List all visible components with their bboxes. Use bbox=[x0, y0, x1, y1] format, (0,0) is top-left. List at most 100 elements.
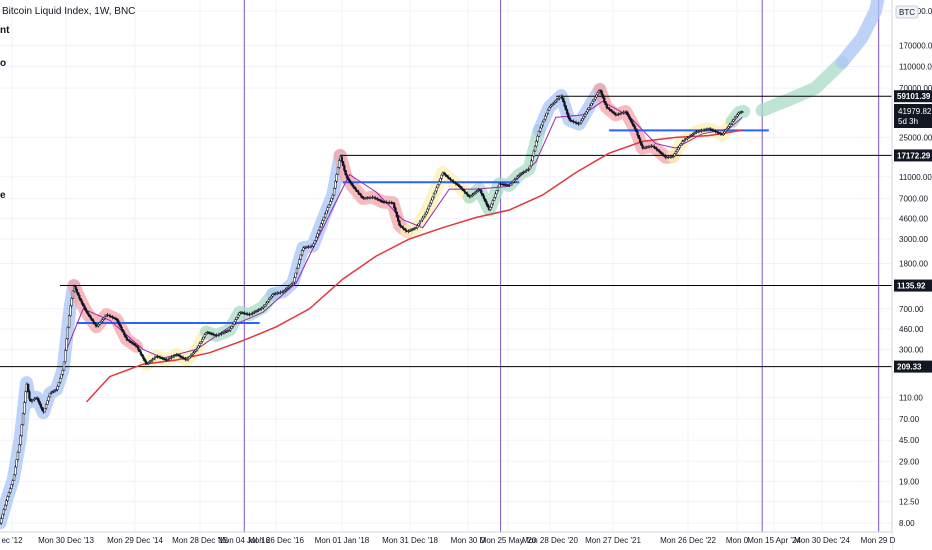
price-tick-1: 170000.00 bbox=[899, 42, 932, 51]
candle-body bbox=[347, 177, 350, 180]
candle-body bbox=[636, 131, 639, 136]
candle-body bbox=[138, 349, 141, 353]
candle-body bbox=[679, 143, 683, 146]
candle-body bbox=[535, 140, 538, 147]
level-tag-1 bbox=[894, 149, 932, 162]
candle-body bbox=[74, 286, 77, 290]
candle-body bbox=[558, 96, 561, 99]
candle-body bbox=[2, 509, 5, 515]
candle-body bbox=[565, 109, 569, 114]
candle-body bbox=[430, 199, 433, 204]
price-tick-12: 300.00 bbox=[899, 345, 924, 354]
candle-body bbox=[266, 301, 269, 304]
candle-body bbox=[124, 334, 127, 338]
candle-body bbox=[603, 97, 606, 102]
candle-body bbox=[638, 138, 642, 143]
candle-body bbox=[202, 336, 205, 340]
candle-body bbox=[313, 240, 317, 245]
candle-body bbox=[125, 337, 128, 340]
candle-body bbox=[262, 306, 265, 308]
candle-body bbox=[513, 179, 516, 182]
candle-body bbox=[28, 391, 31, 400]
candle-body bbox=[343, 165, 346, 171]
date-tick-0: ec '12 bbox=[1, 536, 23, 545]
candle-body bbox=[736, 114, 739, 117]
candle-body bbox=[197, 345, 200, 349]
candle-body bbox=[434, 190, 437, 195]
candle-body bbox=[325, 210, 328, 215]
candle-body bbox=[44, 404, 48, 409]
candle-body bbox=[482, 195, 486, 200]
candle-body bbox=[56, 385, 59, 390]
time-axis[interactable]: ec '12 Mon 30 Dec '13 Mon 29 Dec '14 Mon 28… bbox=[1, 536, 895, 545]
date-tick-14: Mon 15 Apr '24 bbox=[747, 536, 801, 545]
candle-body bbox=[89, 316, 93, 319]
candle-body bbox=[733, 117, 736, 120]
candle-body bbox=[316, 233, 319, 238]
candle-body bbox=[605, 104, 608, 108]
candle-body bbox=[236, 314, 240, 318]
candle-body bbox=[38, 401, 41, 405]
candle-body bbox=[60, 374, 63, 379]
candle-body bbox=[94, 323, 98, 327]
candle-body bbox=[229, 328, 232, 331]
candle-body bbox=[233, 321, 236, 325]
candle-body bbox=[335, 174, 338, 182]
candle-body bbox=[395, 212, 398, 217]
candle-body bbox=[583, 113, 587, 117]
candle-body bbox=[524, 170, 528, 172]
date-tick-4: Mon 04 Jul '16 bbox=[218, 536, 270, 545]
candle-body bbox=[151, 359, 154, 361]
price-tick-3: 70000.00 bbox=[899, 84, 932, 93]
price-axis[interactable]: 350000.00170000.00110000.0070000.0025000… bbox=[899, 7, 932, 528]
candle-body bbox=[394, 207, 397, 213]
candle-body bbox=[732, 119, 735, 122]
date-tick-9: Mon 25 May '20 bbox=[480, 536, 537, 545]
date-tick-15: Mon 30 Dec '24 bbox=[794, 536, 850, 545]
projection-blue bbox=[835, 0, 885, 69]
level-labels: 59101.39 17172.29 1135.92 209.33 bbox=[894, 90, 932, 373]
candle-body bbox=[235, 317, 238, 320]
candle-body bbox=[568, 117, 571, 121]
candle-body bbox=[564, 105, 567, 111]
candle-body bbox=[481, 193, 484, 197]
candle-body bbox=[16, 451, 20, 460]
current-price-tag bbox=[894, 104, 932, 128]
candle-body bbox=[330, 198, 333, 202]
candle-body bbox=[57, 382, 61, 387]
candle-body bbox=[199, 341, 203, 344]
candle-body bbox=[41, 407, 44, 411]
candle-body bbox=[731, 121, 734, 124]
candle-body bbox=[683, 139, 687, 141]
candle-body bbox=[591, 100, 594, 104]
candle-body bbox=[292, 281, 295, 285]
candle-body bbox=[435, 187, 438, 192]
candle-body bbox=[490, 203, 493, 208]
candle-body bbox=[528, 165, 532, 170]
candle-body bbox=[546, 109, 550, 114]
candle-body bbox=[541, 121, 544, 126]
candle-body bbox=[59, 378, 62, 383]
candle-body bbox=[562, 97, 565, 103]
level-value-0: 59101.39 bbox=[897, 92, 931, 101]
date-tick-1: Mon 30 Dec '13 bbox=[38, 536, 94, 545]
candle-body bbox=[594, 96, 597, 100]
candle-body bbox=[496, 186, 500, 191]
candle-body bbox=[87, 312, 90, 316]
candle-body bbox=[494, 193, 497, 198]
candle-body bbox=[527, 168, 530, 171]
candle-body bbox=[76, 292, 80, 296]
candle-body bbox=[531, 155, 534, 162]
candle-body bbox=[480, 190, 483, 194]
candle-body bbox=[596, 92, 599, 96]
candle-body bbox=[21, 413, 25, 425]
candle-body bbox=[62, 361, 66, 371]
candle-body bbox=[635, 128, 638, 132]
candle-body bbox=[544, 115, 547, 120]
candle-body bbox=[70, 298, 73, 307]
currency-badge[interactable] bbox=[895, 5, 919, 19]
candle-body bbox=[676, 149, 679, 153]
candle-body bbox=[195, 347, 199, 351]
candle-body bbox=[140, 353, 144, 357]
